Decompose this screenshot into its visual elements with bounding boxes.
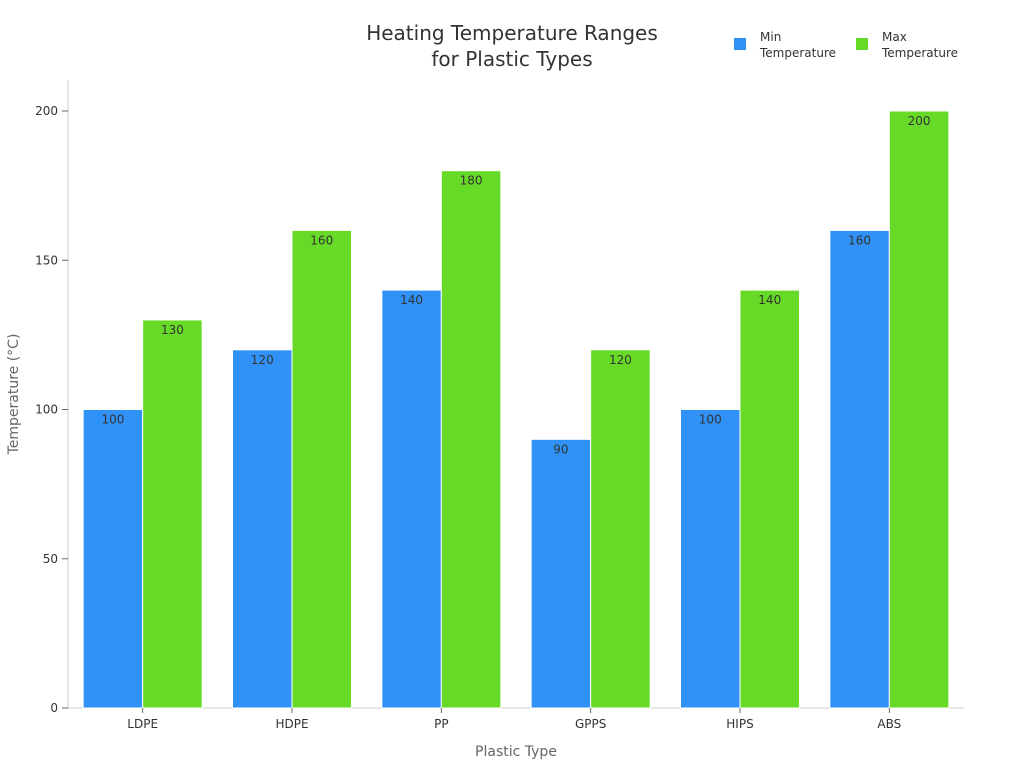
bar-value-label: 180 [460,174,483,188]
x-axis-title: Plastic Type [475,744,557,760]
y-tick-label: 100 [35,403,58,417]
bar [381,289,442,709]
y-axis-ticks: 0 50 100 150 200 [35,104,68,715]
bar-value-label: 140 [400,293,423,307]
bar [82,409,144,709]
bar [680,409,741,709]
bar-value-label: 140 [758,293,781,307]
x-axis-ticks: LDPE HDPE PP GPPS HIPS ABS [127,708,901,731]
bar [888,110,950,709]
bar-value-label: 160 [848,233,871,247]
legend-swatch-max [856,38,868,50]
x-tick-label: ABS [877,717,901,731]
x-tick-label: PP [434,717,448,731]
x-tick-label: HDPE [275,717,308,731]
bar [829,229,890,709]
chart-title-line-1: Heating Temperature Ranges [366,21,658,45]
bar-value-label: 130 [161,323,184,337]
bar [291,229,352,709]
legend: Min Temperature Max Temperature [734,30,958,60]
y-axis-title: Temperature (°C) [6,334,22,456]
bars: 100 130 120 160 140 180 90 120 100 140 160 200 [82,110,950,709]
legend-label-max-line-1: Max [882,30,907,44]
bar-value-label: 200 [908,114,931,128]
bar-value-label: 120 [609,353,632,367]
bar [530,438,592,709]
y-tick-label: 200 [35,104,58,118]
chart-title-line-2: for Plastic Types [431,47,592,71]
bar [590,349,651,709]
bar-value-label: 120 [251,353,274,367]
legend-label-min-line-1: Min [760,30,781,44]
y-tick-label: 0 [50,701,58,715]
bar-value-label: 100 [699,413,722,427]
legend-swatch-min [734,38,746,50]
y-tick-label: 50 [43,552,58,566]
bar-value-label: 100 [101,413,124,427]
x-tick-label: LDPE [127,717,158,731]
bar-value-label: 90 [553,442,568,456]
bar [232,349,293,709]
legend-label-min-line-2: Temperature [759,46,836,60]
x-tick-label: HIPS [726,717,753,731]
y-tick-label: 150 [35,253,58,267]
x-tick-label: GPPS [575,717,606,731]
bar [739,289,800,709]
legend-label-max-line-2: Temperature [881,46,958,60]
bar [440,170,502,709]
bar-value-label: 160 [310,233,333,247]
bar [142,319,203,709]
